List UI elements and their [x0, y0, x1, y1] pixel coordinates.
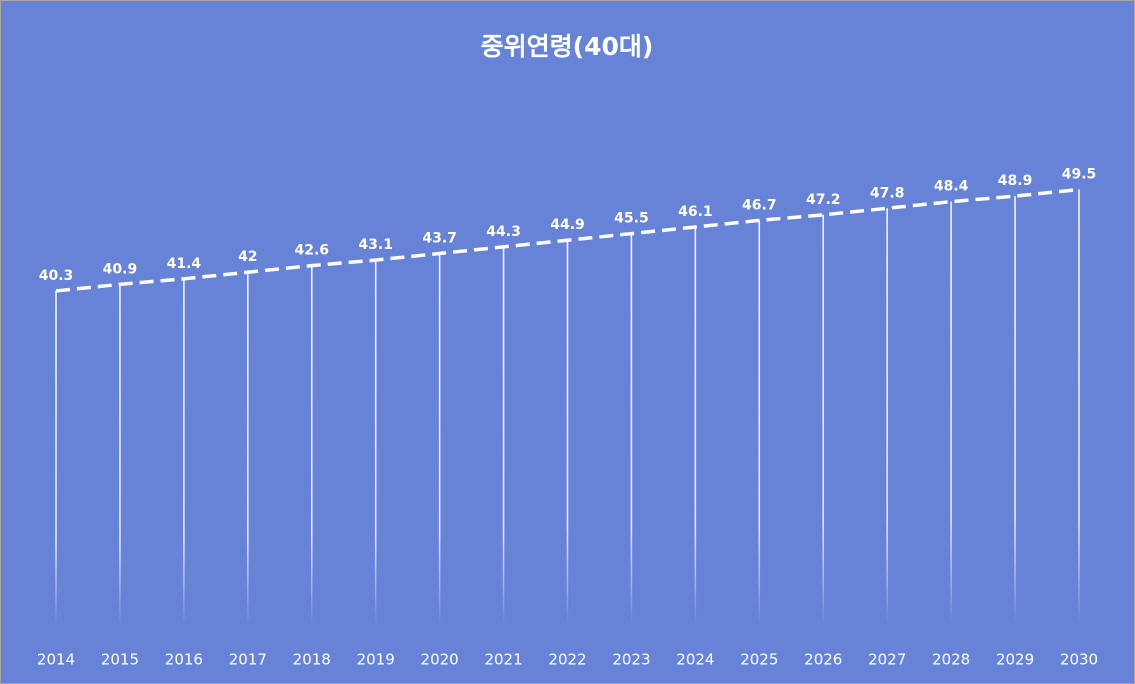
data-line [55, 187, 1080, 293]
x-tick-label: 2025 [740, 651, 778, 669]
x-tick-label: 2028 [932, 651, 970, 669]
drop-line [886, 208, 888, 625]
x-tick-label: 2018 [293, 651, 331, 669]
drop-line [119, 284, 121, 625]
drop-line [1078, 189, 1080, 625]
x-tick-label: 2021 [484, 651, 522, 669]
x-tick-label: 2026 [804, 651, 842, 669]
data-label: 40.3 [39, 268, 74, 284]
data-label: 43.1 [358, 237, 393, 253]
drop-line [950, 201, 952, 625]
data-label: 40.9 [103, 261, 138, 277]
data-label: 47.2 [806, 192, 841, 208]
drop-line [55, 290, 57, 625]
drop-line [311, 265, 313, 625]
drop-line [758, 220, 761, 625]
drop-line [438, 253, 441, 625]
drop-line [502, 246, 505, 625]
drop-line [566, 240, 569, 626]
x-tick-label: 2030 [1060, 651, 1098, 669]
x-tick-label: 2027 [868, 651, 906, 669]
data-label: 44.9 [550, 217, 585, 233]
x-tick-label: 2017 [229, 651, 267, 669]
data-label: 47.8 [870, 185, 905, 201]
data-label: 46.1 [678, 204, 713, 220]
x-tick-label: 2023 [612, 651, 650, 669]
x-tick-label: 2014 [37, 651, 75, 669]
drop-line [374, 260, 377, 625]
drop-line [694, 226, 697, 625]
x-tick-label: 2019 [357, 651, 395, 669]
drop-line [1014, 196, 1016, 625]
data-label: 48.9 [998, 173, 1033, 189]
data-label: 49.5 [1062, 167, 1097, 183]
x-tick-label: 2024 [676, 651, 714, 669]
data-label: 42.6 [294, 243, 329, 259]
data-label: 45.5 [614, 211, 649, 227]
x-tick-label: 2020 [421, 651, 459, 669]
drop-line [630, 233, 633, 626]
x-tick-label: 2016 [165, 651, 203, 669]
data-label: 46.7 [742, 197, 777, 213]
x-tick-label: 2022 [548, 651, 586, 669]
drop-line [247, 272, 249, 625]
data-label: 48.4 [934, 179, 969, 195]
data-label: 43.7 [422, 230, 457, 246]
chart-title: 중위연령(40대) [481, 32, 654, 61]
data-label: 41.4 [167, 256, 202, 272]
x-tick-label: 2029 [996, 651, 1034, 669]
drop-line [183, 278, 185, 625]
drop-line [822, 214, 824, 625]
data-label: 42 [238, 249, 257, 265]
x-tick-label: 2015 [101, 651, 139, 669]
data-label: 44.3 [486, 224, 521, 240]
